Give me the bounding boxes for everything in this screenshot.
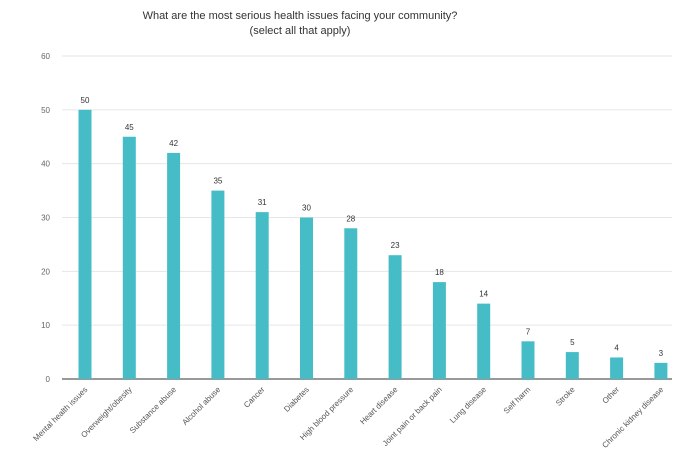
bar (78, 109, 92, 379)
bar (477, 303, 491, 379)
data-label: 45 (125, 123, 134, 132)
x-category-label: Cancer (242, 385, 267, 410)
bar (388, 255, 402, 379)
data-label: 50 (81, 96, 90, 105)
bar (167, 152, 181, 379)
data-label: 3 (659, 349, 664, 358)
data-label: 14 (479, 290, 488, 299)
y-tick-label: 0 (46, 375, 51, 384)
bar (344, 228, 358, 379)
data-label: 35 (213, 177, 222, 186)
x-category-label: Other (600, 385, 621, 406)
y-tick-label: 50 (41, 106, 50, 115)
x-category-label: Stroke (554, 385, 577, 408)
x-category-label: Alcohol abuse (180, 385, 222, 427)
chart-subtitle: (select all that apply) (249, 25, 351, 37)
y-tick-label: 20 (41, 267, 50, 276)
bar (432, 282, 446, 379)
data-label: 18 (435, 268, 444, 277)
data-label: 7 (526, 327, 531, 336)
bar (654, 362, 668, 379)
y-tick-label: 60 (41, 52, 50, 61)
bar (122, 136, 136, 379)
x-category-label: Heart disease (358, 385, 400, 427)
bar (300, 217, 313, 379)
bar (610, 357, 624, 379)
data-label: 23 (391, 241, 400, 250)
bars (78, 109, 668, 379)
data-label: 42 (169, 139, 178, 148)
y-axis-ticks: 0 10 20 30 40 50 60 (41, 52, 50, 384)
gridlines (62, 55, 672, 380)
x-category-label: Lung disease (448, 385, 488, 425)
data-label: 5 (570, 338, 575, 347)
data-label: 31 (258, 198, 267, 207)
bar (521, 341, 535, 379)
bar (211, 190, 225, 379)
x-category-label: Self harm (502, 385, 533, 416)
y-tick-label: 30 (41, 214, 50, 223)
bar (565, 352, 579, 379)
x-category-label: Substance abuse (128, 385, 178, 435)
x-category-label: Diabetes (282, 385, 311, 414)
chart-title-block: What are the most serious health issues … (0, 9, 600, 39)
chart-title: What are the most serious health issues … (142, 10, 458, 22)
y-tick-label: 40 (41, 160, 50, 169)
y-tick-label: 10 (41, 321, 50, 330)
data-label: 30 (302, 204, 311, 213)
data-label: 28 (346, 214, 355, 223)
x-axis-categories: Mental health issuesOverweight/obesitySu… (31, 385, 665, 450)
data-labels: 50 45 42 35 31 30 28 23 18 14 7 5 4 3 (81, 96, 664, 358)
bar (255, 212, 269, 379)
data-label: 4 (614, 343, 619, 352)
